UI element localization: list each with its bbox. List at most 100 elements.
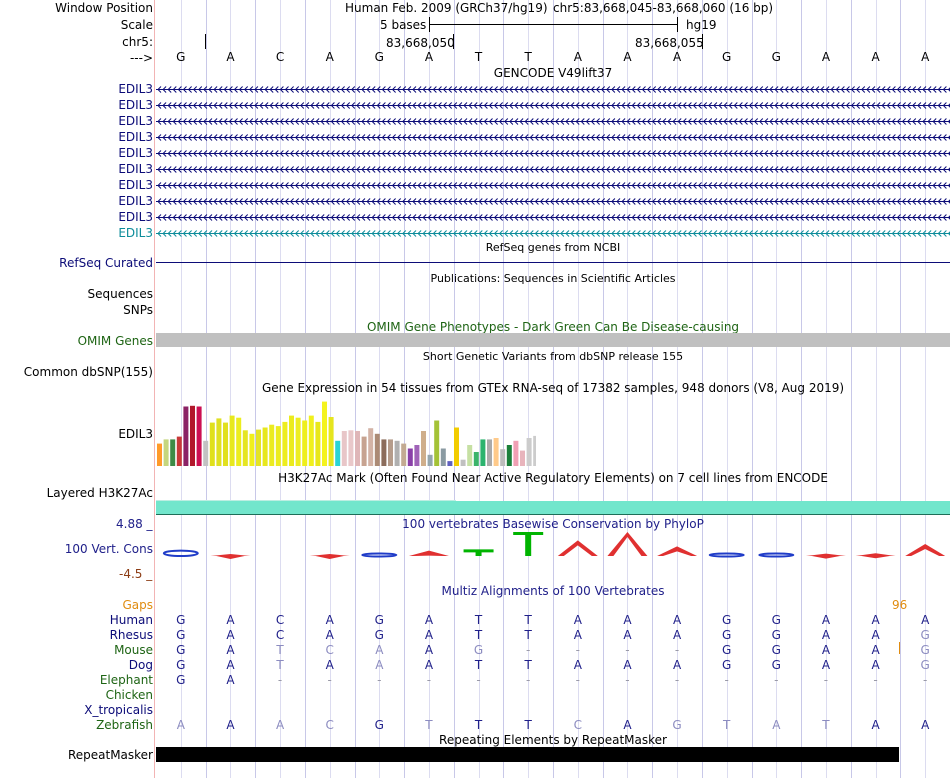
- refseq-track-label[interactable]: RefSeq Curated: [59, 256, 153, 270]
- multiz-species-label[interactable]: Zebrafish: [96, 718, 153, 732]
- multiz-species-label[interactable]: Rhesus: [109, 628, 153, 642]
- sequence-base: G: [374, 50, 384, 64]
- phylop-base-glyph: [557, 540, 598, 556]
- gencode-transcript-label[interactable]: EDIL3: [118, 82, 153, 96]
- multiz-aligned-base: A: [176, 718, 185, 732]
- gtex-track-label[interactable]: EDIL3: [118, 427, 153, 441]
- sequence-base: T: [524, 50, 532, 64]
- repeatmasker-track-title[interactable]: Repeating Elements by RepeatMasker: [439, 733, 667, 747]
- gencode-transcript-label[interactable]: EDIL3: [118, 98, 153, 112]
- h3k27ac-signal-bar[interactable]: [156, 501, 950, 514]
- gtex-tissue-bar: [236, 417, 242, 466]
- gtex-track-title[interactable]: Gene Expression in 54 tissues from GTEx …: [261, 381, 845, 395]
- sequence-base: G: [722, 50, 732, 64]
- gencode-transcript-label[interactable]: EDIL3: [118, 178, 153, 192]
- gencode-transcript-line[interactable]: [156, 227, 950, 239]
- publications-snps-label[interactable]: SNPs: [123, 303, 153, 317]
- phylop-base-glyph: [905, 544, 946, 556]
- gencode-transcript-line[interactable]: [156, 147, 950, 159]
- gencode-transcript-label[interactable]: EDIL3: [118, 130, 153, 144]
- publications-sequences-label[interactable]: Sequences: [87, 287, 153, 301]
- phylop-track-label[interactable]: 100 Vert. Cons: [64, 542, 153, 556]
- multiz-track-title[interactable]: Multiz Alignments of 100 Vertebrates: [441, 584, 665, 598]
- gtex-tissue-bar: [460, 459, 466, 466]
- gtex-tissue-bar: [480, 439, 486, 466]
- multiz-aligned-base: -: [873, 673, 878, 687]
- multiz-species-label[interactable]: Mouse: [114, 643, 153, 657]
- sequence-base: G: [176, 50, 186, 64]
- refseq-gene-line[interactable]: [156, 262, 950, 263]
- h3k27ac-track-title[interactable]: H3K27Ac Mark (Often Found Near Active Re…: [278, 471, 828, 485]
- multiz-aligned-base: -: [277, 673, 283, 687]
- gtex-expression-chart[interactable]: [156, 396, 536, 466]
- phylop-logo-chart[interactable]: [156, 530, 950, 560]
- multiz-aligned-base: A: [325, 628, 334, 642]
- gtex-tissue-bar: [157, 443, 162, 466]
- multiz-species-label[interactable]: Human: [109, 613, 153, 627]
- multiz-aligned-base: -: [823, 673, 829, 687]
- gtex-tissue-bar: [176, 436, 182, 466]
- gtex-tissue-bar: [414, 445, 420, 466]
- gtex-tissue-bar: [467, 445, 473, 466]
- gencode-transcript-label[interactable]: EDIL3: [118, 146, 153, 160]
- gencode-track-title[interactable]: GENCODE V49lift37: [493, 66, 613, 80]
- sequence-base: C: [275, 50, 285, 64]
- scale-text: 5 bases: [380, 18, 427, 32]
- dbsnp-track-title[interactable]: Short Genetic Variants from dbSNP releas…: [422, 350, 684, 363]
- gencode-transcript-label[interactable]: EDIL3: [118, 210, 153, 224]
- multiz-aligned-base: G: [374, 718, 384, 732]
- gencode-transcript-label[interactable]: EDIL3: [118, 162, 153, 176]
- multiz-aligned-base: T: [474, 658, 483, 672]
- multiz-aligned-base: T: [276, 643, 284, 657]
- multiz-aligned-base: G: [722, 628, 732, 642]
- refseq-track-title[interactable]: RefSeq genes from NCBI: [485, 241, 621, 254]
- omim-gene-bar[interactable]: [156, 333, 950, 347]
- track-label-divider: [154, 0, 155, 778]
- multiz-aligned-base: G: [920, 628, 930, 642]
- gtex-tissue-bar: [229, 415, 235, 466]
- multiz-aligned-base: A: [772, 718, 781, 732]
- phylop-base-glyph: [210, 554, 251, 559]
- multiz-aligned-base: A: [821, 613, 831, 627]
- multiz-gaps-label[interactable]: Gaps: [122, 598, 153, 612]
- repeatmasker-element-bar[interactable]: [156, 747, 899, 762]
- multiz-aligned-base: A: [226, 658, 235, 672]
- phylop-base-glyph: [657, 546, 698, 556]
- publications-track-title[interactable]: Publications: Sequences in Scientific Ar…: [430, 272, 676, 285]
- phylop-base-glyph: [805, 553, 846, 559]
- multiz-species-label[interactable]: Dog: [128, 658, 153, 672]
- gencode-transcript-line[interactable]: [156, 131, 950, 143]
- gencode-transcript-line[interactable]: [156, 211, 950, 223]
- gencode-transcript-line[interactable]: [156, 163, 950, 175]
- multiz-aligned-base: -: [923, 673, 928, 687]
- multiz-aligned-base: G: [176, 628, 186, 642]
- multiz-aligned-base: A: [325, 613, 334, 627]
- gtex-tissue-bar: [275, 426, 281, 466]
- gencode-transcript-label[interactable]: EDIL3: [118, 114, 153, 128]
- multiz-aligned-base: A: [424, 658, 434, 672]
- omim-track-title[interactable]: OMIM Gene Phenotypes - Dark Green Can Be…: [366, 320, 740, 334]
- multiz-aligned-base: -: [327, 673, 332, 687]
- coord-tick-1: [205, 34, 206, 49]
- repeatmasker-track-label[interactable]: RepeatMasker: [67, 748, 153, 762]
- multiz-species-label[interactable]: Elephant: [99, 673, 153, 687]
- phylop-track-title[interactable]: 100 vertebrates Basewise Conservation by…: [402, 517, 704, 531]
- gencode-transcript-line[interactable]: [156, 195, 950, 207]
- gtex-tissue-bar: [355, 431, 360, 466]
- gencode-transcript-line[interactable]: [156, 83, 950, 95]
- sequence-base: A: [672, 50, 682, 64]
- gtex-tissue-bar: [209, 422, 215, 466]
- gencode-transcript-line[interactable]: [156, 115, 950, 127]
- gencode-transcript-label[interactable]: EDIL3: [118, 194, 153, 208]
- multiz-species-label[interactable]: X_tropicalis: [84, 703, 153, 717]
- gencode-transcript-label[interactable]: EDIL3: [118, 226, 153, 240]
- multiz-aligned-base: A: [375, 643, 384, 657]
- dbsnp-track-label[interactable]: Common dbSNP(155): [23, 365, 153, 379]
- gencode-transcript-line[interactable]: [156, 179, 950, 191]
- multiz-aligned-base: T: [524, 658, 532, 672]
- omim-track-label[interactable]: OMIM Genes: [77, 334, 153, 348]
- multiz-aligned-base: A: [573, 658, 582, 672]
- gencode-transcript-line[interactable]: [156, 99, 950, 111]
- h3k27ac-track-label[interactable]: Layered H3K27Ac: [46, 486, 153, 500]
- multiz-species-label[interactable]: Chicken: [105, 688, 153, 702]
